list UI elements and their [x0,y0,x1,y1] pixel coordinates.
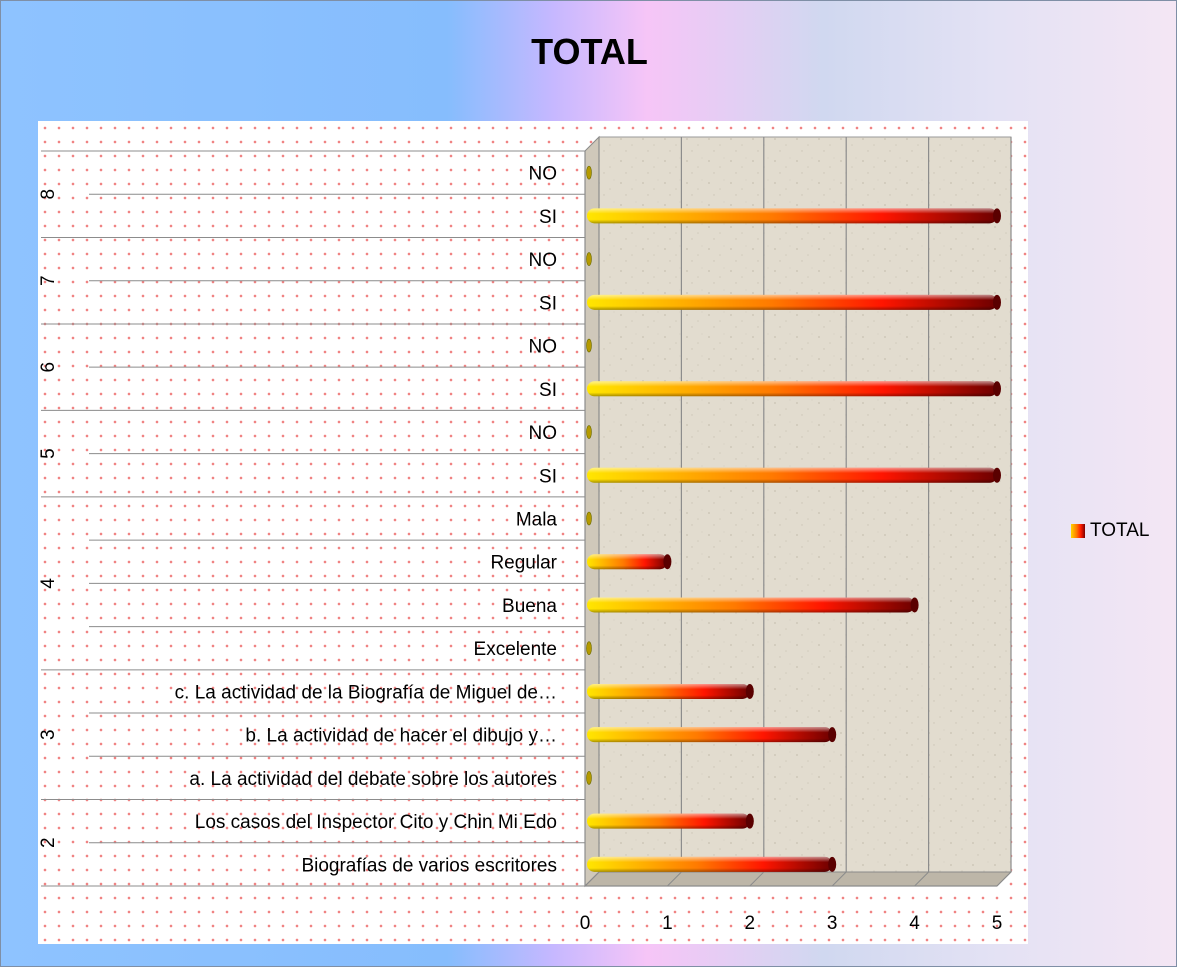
category-label: SI [539,466,557,487]
bar-cap [828,727,837,743]
bar-shade [587,727,833,743]
bar-cap [745,683,754,699]
group-label: 8 [38,189,59,200]
category-label: c. La actividad de la Biografía de Migue… [175,682,557,703]
chart-title: TOTAL [531,31,648,72]
bar [587,856,837,872]
bar-cap [745,813,754,829]
bar-cap [993,294,1001,310]
x-tick-label: 3 [827,913,838,934]
category-label: NO [529,164,558,185]
bar-shade [587,597,915,613]
x-tick-label: 2 [745,913,756,934]
bar-shade [587,467,997,483]
group-label: 5 [38,448,59,459]
plot-back-wall [598,136,1012,873]
bar-cap [828,856,837,872]
category-label: Buena [502,596,557,617]
category-label: NO [529,423,558,444]
bar [587,683,754,699]
category-label: b. La actividad de hacer el dibujo y… [245,726,557,747]
bar-shade [587,294,997,310]
bar-shade [587,381,997,397]
legend-label: TOTAL [1090,520,1150,541]
bar [587,381,1001,397]
bar-cap [910,597,919,613]
bar-zero [586,252,592,266]
category-label: SI [539,293,557,314]
gridline-floor [667,871,682,887]
bar-shade [587,813,750,829]
gridline-floor [914,871,929,887]
bar [587,467,1001,483]
category-label: Excelente [474,639,557,660]
category-label: Los casos del Inspector Cito y Chin Mi E… [195,812,557,833]
category-label: Mala [516,510,558,531]
plot-floor [583,871,1013,887]
x-tick-label: 5 [992,913,1003,934]
bar [587,208,1001,224]
legend: TOTAL [1071,520,1149,542]
x-tick-label: 4 [909,913,920,934]
category-label: SI [539,207,557,228]
group-label: 6 [38,362,59,373]
bar [587,727,837,743]
bar-zero [586,425,592,439]
category-label: a. La actividad del debate sobre los aut… [189,769,557,790]
gridline-floor [996,871,1012,887]
bar [587,554,672,570]
group-label: 2 [38,837,59,848]
bar-cap [993,467,1001,483]
category-label: SI [539,380,557,401]
category-label: Regular [490,553,557,574]
legend-swatch-icon [1071,524,1085,538]
gridline-floor [584,871,600,887]
bar-zero [586,165,592,180]
bar-cap [993,381,1001,397]
bar-zero [586,338,592,353]
bar-zero [586,771,592,785]
category-label: Biografías de varios escritores [301,855,557,876]
x-tick-label: 1 [662,913,673,934]
bar-shade [587,683,750,699]
bar-cap [993,208,1001,224]
category-label: NO [529,250,558,271]
group-label: 4 [38,578,59,589]
group-label: 7 [38,275,59,286]
x-tick-label: 0 [580,913,591,934]
bar [587,597,919,613]
bar [587,294,1001,310]
group-label: 3 [38,729,59,740]
bar-zero [586,511,592,526]
bar-zero [586,641,592,656]
category-label: NO [529,337,558,358]
bar-shade [587,554,668,570]
bar [587,813,754,829]
gridline-floor [749,871,765,887]
bar-cap [663,554,672,570]
bar-shade [587,856,833,872]
bar-shade [587,208,997,224]
gridline-floor [831,871,847,887]
